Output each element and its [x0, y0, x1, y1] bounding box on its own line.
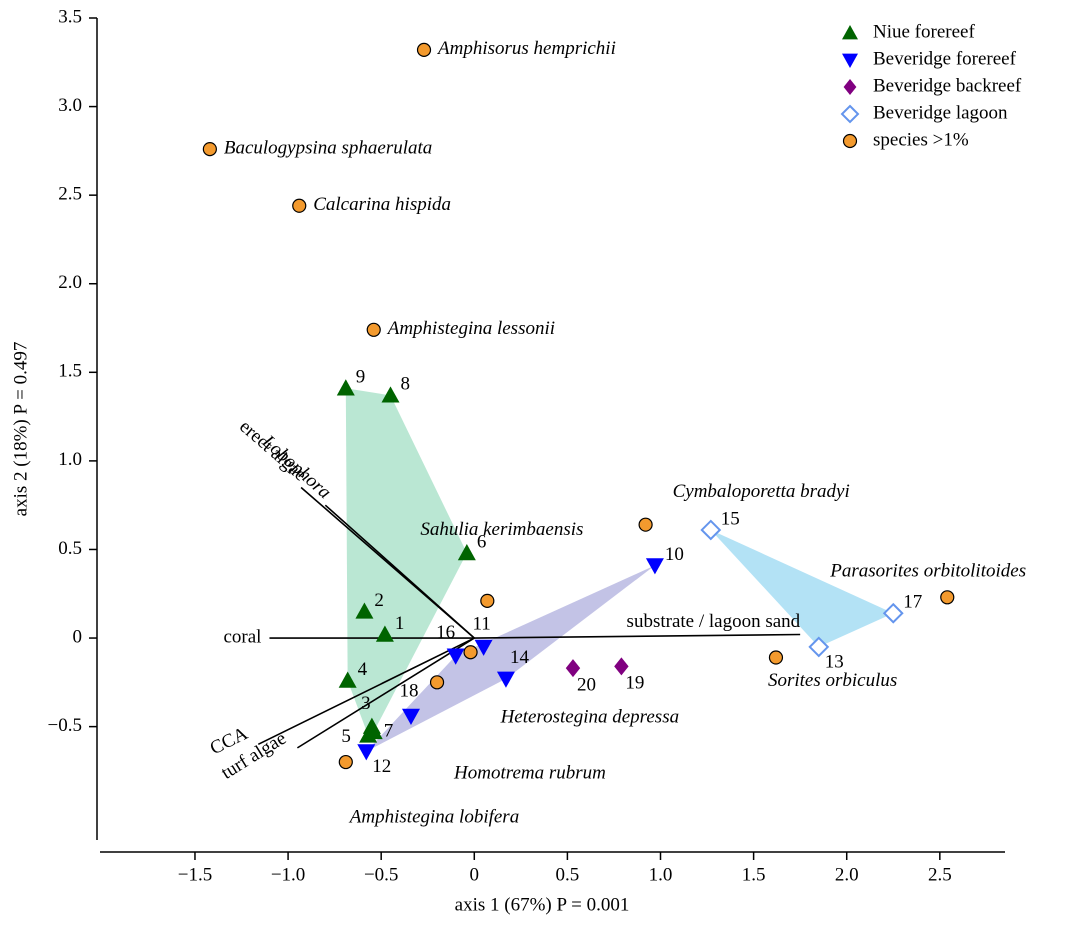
point-label: Sorites orbiculus: [768, 670, 897, 691]
point: [941, 591, 954, 604]
y-axis-label: axis 2 (18%) P = 0.497: [10, 342, 31, 517]
y-tick-label: 2.5: [58, 184, 82, 205]
point-label: 18: [399, 680, 418, 701]
point-label: 3: [361, 693, 371, 714]
point: [769, 651, 782, 664]
point-label: 9: [356, 367, 366, 388]
legend: Niue forereef Beveridge forereef Beveridge…: [842, 21, 1022, 150]
point-label: Amphisorus hemprichii: [436, 38, 616, 59]
x-tick-label: 1.0: [649, 864, 673, 885]
point: [884, 604, 902, 622]
legend-marker: [844, 135, 857, 148]
point-label: 17: [903, 592, 922, 613]
point-label: Amphistegina lobifera: [348, 806, 519, 827]
point-label: Cymbaloporetta bradyi: [673, 481, 850, 502]
x-tick-label: −0.5: [364, 864, 398, 885]
point: [418, 43, 431, 56]
point: [431, 676, 444, 689]
point-label: Calcarina hispida: [313, 194, 451, 215]
vector-label: coral: [223, 626, 261, 647]
point: [367, 323, 380, 336]
y-tick-label: 0.5: [58, 538, 82, 559]
x-tick-label: 0: [470, 864, 480, 885]
point-label: Homotrema rubrum: [453, 763, 606, 784]
legend-marker: [842, 106, 858, 122]
point-label: 8: [400, 374, 410, 395]
legend-label: Beveridge forereef: [873, 48, 1017, 69]
x-tick-label: −1.0: [271, 864, 305, 885]
legend-marker: [842, 25, 858, 39]
point: [293, 199, 306, 212]
point-label: Heterostegina depressa: [500, 707, 680, 728]
point-label: 20: [577, 675, 596, 696]
point-label: 5: [341, 726, 351, 747]
x-tick-label: −1.5: [178, 864, 212, 885]
point: [464, 646, 477, 659]
point: [339, 756, 352, 769]
chart: axis 1 (67%) P = 0.001 axis 2 (18%) P = …: [0, 0, 1086, 922]
point-label: 11: [472, 613, 490, 634]
x-tick-label: 1.5: [742, 864, 766, 885]
point-label: Parasorites orbitolitoides: [829, 561, 1026, 582]
legend-label: Niue forereef: [873, 21, 975, 42]
point-label: 4: [358, 659, 368, 680]
legend-label: Beveridge backreef: [873, 75, 1022, 96]
point: [646, 558, 664, 574]
point-label: 14: [510, 647, 530, 668]
point: [337, 379, 355, 395]
legend-label: species >1%: [873, 129, 969, 150]
y-tick-label: 3.5: [58, 6, 82, 27]
point: [639, 518, 652, 531]
point: [203, 143, 216, 156]
y-tick-label: −0.5: [48, 715, 82, 736]
point-label: Baculogypsina sphaerulata: [224, 137, 432, 158]
x-axis-label: axis 1 (67%) P = 0.001: [455, 894, 630, 915]
point: [481, 594, 494, 607]
legend-label: Beveridge lagoon: [873, 102, 1008, 123]
vector-label: Lobophora: [257, 431, 335, 504]
vector-label: substrate / lagoon sand: [627, 611, 801, 632]
point-label: 10: [665, 544, 684, 565]
y-tick-label: 0: [73, 626, 83, 647]
point-label: 2: [374, 590, 384, 611]
x-tick-label: 2.0: [835, 864, 859, 885]
point-label: 7: [384, 720, 394, 741]
point-label: 1: [395, 613, 405, 634]
x-tick-label: 0.5: [556, 864, 580, 885]
y-tick-label: 1.5: [58, 361, 82, 382]
point-label: Sahulia kerimbaensis: [420, 519, 583, 540]
x-tick-label: 2.5: [928, 864, 952, 885]
point-label: 16: [436, 622, 455, 643]
y-tick-label: 3.0: [58, 95, 82, 116]
legend-marker: [844, 79, 857, 95]
point-label: 12: [372, 756, 391, 777]
point-label: Amphistegina lessonii: [386, 318, 555, 339]
point-label: 19: [625, 673, 644, 694]
y-tick-label: 2.0: [58, 272, 82, 293]
legend-marker: [842, 54, 858, 68]
y-tick-label: 1.0: [58, 449, 82, 470]
point-label: 15: [721, 508, 740, 529]
